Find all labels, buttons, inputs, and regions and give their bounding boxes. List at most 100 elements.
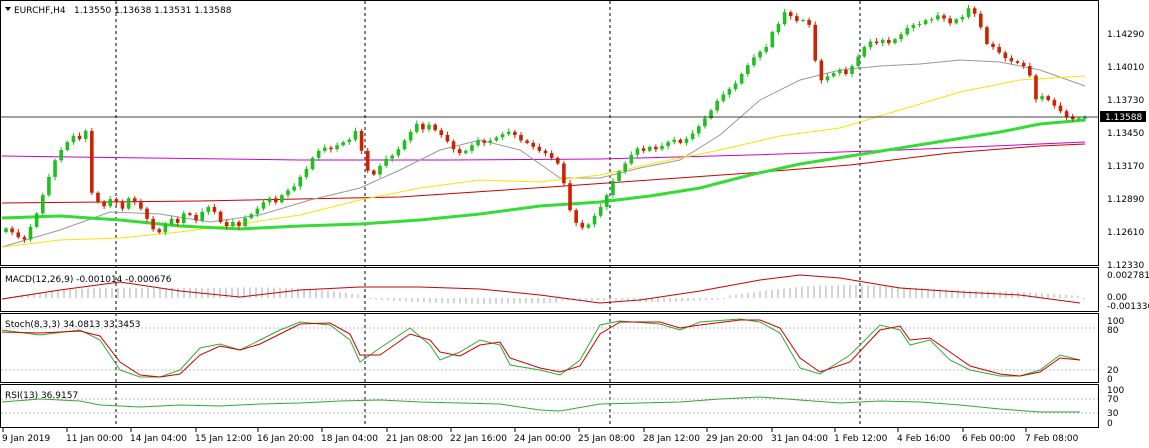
candle-body (1058, 105, 1063, 112)
candle-body (715, 100, 719, 111)
candle-body (850, 66, 854, 74)
candle-body (347, 139, 352, 143)
current-price-label: 1.13588 (1105, 113, 1142, 123)
candle-body (862, 47, 867, 57)
candle-body (108, 199, 113, 207)
candle-body (408, 131, 413, 141)
candle-body (770, 31, 775, 48)
candle-body (47, 176, 51, 196)
candle-body (887, 39, 891, 44)
candle-body (267, 198, 272, 203)
stoch-main-line (1, 318, 1081, 378)
candle-body (212, 207, 217, 212)
price-axis: 1.14290 1.14010 1.13730 1.13450 1.13170 … (1107, 30, 1144, 271)
price-tick-label: 1.14290 (1107, 30, 1144, 40)
candle-body (1052, 100, 1057, 106)
candle-body (936, 15, 940, 20)
candle-body (1046, 96, 1051, 101)
candle-body (310, 157, 315, 170)
candle-body (273, 198, 278, 203)
candle-body (782, 12, 787, 25)
candle-body (727, 89, 732, 95)
candle-body (139, 202, 143, 209)
candle-body (555, 157, 560, 164)
time-tick-label: 4 Feb 16:00 (897, 434, 951, 444)
candle-body (298, 176, 303, 187)
candle-body (457, 149, 462, 154)
time-tick-label: 16 Jan 20:00 (257, 434, 314, 444)
candle-body (292, 186, 296, 191)
candle-body (617, 171, 621, 181)
candle-body (169, 218, 174, 225)
candle-body (402, 140, 407, 150)
candle-body (151, 218, 155, 230)
candle-body (1064, 111, 1069, 117)
candle-body (280, 195, 284, 203)
candle-body (966, 8, 971, 17)
candle-body (666, 142, 670, 147)
candle-body (261, 202, 266, 209)
candle-body (985, 27, 989, 44)
candle-body (359, 130, 364, 151)
candle-body (372, 170, 376, 175)
ma-gray-line (1, 59, 1086, 248)
rsi-axis-label: 70 (1107, 395, 1119, 405)
candle-body (568, 183, 572, 211)
price-tick-label: 1.13170 (1107, 162, 1144, 172)
candle-body (476, 140, 480, 146)
time-tick-label: 31 Jan 04:00 (771, 434, 828, 444)
price-tick-label: 1.13730 (1107, 96, 1144, 106)
candle-body (531, 142, 536, 147)
candle-body (923, 20, 928, 25)
candle-body (868, 41, 873, 48)
candle-body (16, 232, 21, 238)
candle-body (611, 180, 615, 196)
candle-body (991, 43, 995, 48)
candle-body (641, 148, 646, 151)
candle-body (59, 150, 63, 161)
candle-body (384, 158, 388, 166)
rsi-axis-label: 100 (1107, 386, 1124, 396)
candle-body (972, 8, 977, 14)
macd-axis-label: -0.001336 (1107, 302, 1149, 312)
rsi-axis-label: 0 (1107, 419, 1113, 429)
candle-body (746, 65, 750, 74)
candle-body (831, 73, 836, 77)
candle-body (807, 20, 811, 25)
price-tick-label: 1.12890 (1107, 195, 1144, 205)
candle-body (470, 145, 474, 151)
candle-body (126, 198, 131, 209)
candle-body (586, 224, 591, 228)
candle-body (690, 133, 695, 139)
candle-body (316, 150, 321, 158)
candle-body (721, 94, 726, 101)
candle-body (733, 83, 738, 90)
candle-body (237, 222, 241, 227)
candle-body (65, 142, 70, 151)
rsi-axis-label: 30 (1107, 409, 1119, 419)
time-tick-label: 22 Jan 16:00 (450, 434, 507, 444)
candle-body (488, 140, 493, 143)
candle-body (942, 15, 946, 19)
price-tick-label: 1.13450 (1107, 129, 1144, 139)
candle-body (654, 146, 658, 150)
candle-body (709, 110, 713, 119)
candle-body (819, 60, 824, 81)
candle-body (893, 39, 897, 44)
candle-body (605, 195, 609, 208)
dropdown-arrow-icon (5, 7, 11, 11)
time-tick-label: 9 Jan 2019 (2, 434, 50, 444)
candle-body (378, 165, 382, 175)
candle-body (175, 218, 180, 223)
candle-body (629, 154, 634, 164)
candle-body (978, 13, 983, 28)
macd-axis-label: 0.00 (1107, 293, 1127, 303)
candle-body (574, 210, 578, 223)
candle-body (427, 124, 431, 130)
candle-body (421, 123, 425, 130)
time-tick-label: 15 Jan 12:00 (195, 434, 252, 444)
candle-body (880, 39, 885, 44)
candle-body (678, 139, 683, 143)
candle-body (1077, 118, 1081, 120)
